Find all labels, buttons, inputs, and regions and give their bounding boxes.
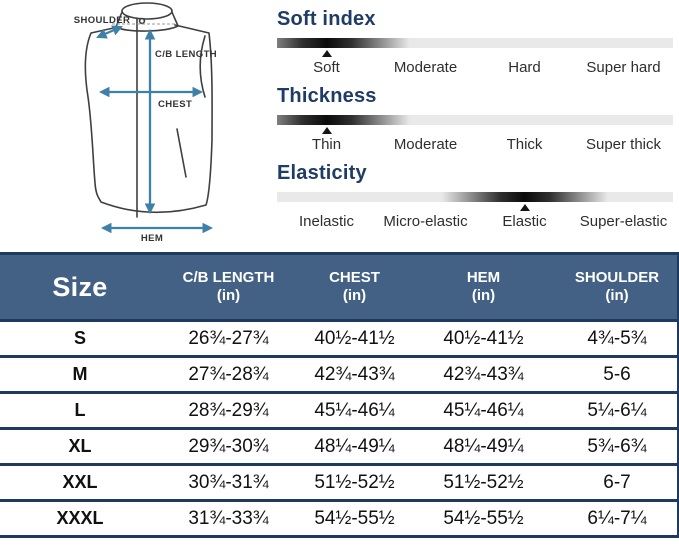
scale-labels: Soft Moderate Hard Super hard [277, 59, 673, 76]
table-row: XXL 30¾-31¾ 51½-52½ 51½-52½ 6-7 [0, 466, 679, 502]
active-marker-icon [321, 50, 332, 57]
table-row: XL 29¾-30¾ 48¼-49¼ 48¼-49¼ 5¾-6¾ [0, 430, 679, 466]
cell-hem: 51½-52½ [443, 471, 524, 493]
chest-label: CHEST [158, 99, 192, 110]
scale-label: Hard [508, 59, 541, 76]
scale-label: Super thick [585, 136, 662, 153]
scale-title: Elasticity [277, 162, 367, 184]
collar-base [115, 25, 179, 32]
cell-size: S [73, 328, 86, 348]
column-header-chest: CHEST (in) [297, 269, 412, 305]
size-table: Size C/B LENGTH (in) CHEST (in) HEM (in)… [0, 252, 679, 538]
cell-hem: 40½-41½ [443, 327, 524, 349]
cell-size: XXXL [56, 508, 104, 528]
cell-size: XXL [62, 472, 98, 492]
scale-active-blob [441, 192, 608, 202]
shoulder-label: SHOULDER [74, 15, 131, 26]
cell-cb-length: 28¾-29¾ [188, 399, 269, 421]
scale-elasticity: Elasticity Inelastic Micro-elastic Elast… [277, 162, 673, 230]
right-armhole-curve [199, 35, 206, 98]
collar-snap [138, 17, 146, 25]
cell-cb-length: 27¾-28¾ [188, 363, 269, 385]
scale-labels: Thin Moderate Thick Super thick [277, 136, 673, 153]
cell-shoulder: 4¾-5¾ [587, 327, 647, 349]
column-header-hem: HEM (in) [412, 269, 555, 305]
size-table-header: Size C/B LENGTH (in) CHEST (in) HEM (in)… [0, 252, 679, 322]
column-header-size: Size [52, 271, 108, 302]
column-header-cb-length: C/B LENGTH (in) [160, 269, 297, 305]
scale-title: Soft index [277, 8, 376, 30]
column-label: C/B LENGTH [182, 269, 275, 286]
scale-thickness: Thickness Thin Moderate Thick Super thic… [277, 85, 673, 153]
scale-active-blob [277, 38, 410, 48]
column-unit: (in) [342, 287, 367, 304]
cell-hem: 54½-55½ [443, 507, 524, 529]
cell-cb-length: 30¾-31¾ [188, 471, 269, 493]
pocket-slash [176, 128, 187, 178]
scale-label: Super hard [586, 59, 661, 76]
cell-chest: 48¼-49¼ [314, 435, 395, 457]
cell-chest: 54½-55½ [314, 507, 395, 529]
cell-hem: 42¾-43¾ [443, 363, 524, 385]
column-unit: (in) [471, 287, 496, 304]
scale-label: Thick [506, 136, 543, 153]
vest-measurement-diagram: SHOULDER C/B LENGTH CHEST HEM [8, 0, 278, 250]
cell-chest: 45¼-46¼ [314, 399, 395, 421]
cell-chest: 42¾-43¾ [314, 363, 395, 385]
scale-bar [277, 192, 673, 202]
scale-label: Elastic [502, 213, 547, 230]
scale-label: Super-elastic [579, 213, 668, 230]
table-row: M 27¾-28¾ 42¾-43¾ 42¾-43¾ 5-6 [0, 358, 679, 394]
scale-marker-row [277, 48, 673, 59]
cell-chest: 40½-41½ [314, 327, 395, 349]
scale-bar [277, 38, 673, 48]
scale-label: Micro-elastic [383, 213, 468, 230]
cell-hem: 48¼-49¼ [443, 435, 524, 457]
cell-cb-length: 26¾-27¾ [188, 327, 269, 349]
scale-labels: Inelastic Micro-elastic Elastic Super-el… [277, 213, 673, 230]
column-header-shoulder: SHOULDER (in) [555, 269, 679, 305]
scale-marker-row [277, 125, 673, 136]
scale-label: Soft [313, 59, 340, 76]
cell-shoulder: 6¼-7¼ [587, 507, 647, 529]
measurement-arrows [96, 25, 214, 234]
cell-cb-length: 31¾-33¾ [188, 507, 269, 529]
scale-bar [277, 115, 673, 125]
cell-chest: 51½-52½ [314, 471, 395, 493]
cell-shoulder: 5¾-6¾ [587, 435, 647, 457]
scale-label: Inelastic [298, 213, 355, 230]
column-unit: (in) [216, 287, 241, 304]
scale-active-blob [277, 115, 410, 125]
shoulder-arrow-icon [96, 25, 123, 39]
cell-hem: 45¼-46¼ [443, 399, 524, 421]
cell-shoulder: 5-6 [603, 363, 631, 385]
column-label: CHEST [329, 269, 380, 286]
cell-size: M [72, 364, 88, 384]
hem-label: HEM [141, 233, 163, 244]
cb-length-label: C/B LENGTH [155, 49, 217, 60]
vest-diagram-svg: SHOULDER C/B LENGTH CHEST HEM [74, 2, 217, 244]
scale-label: Thin [311, 136, 342, 153]
table-row: S 26¾-27¾ 40½-41½ 40½-41½ 4¾-5¾ [0, 322, 679, 358]
column-unit: (in) [605, 287, 629, 304]
cell-shoulder: 5¼-6¼ [587, 399, 647, 421]
scale-title: Thickness [277, 85, 377, 107]
column-label: HEM [466, 269, 501, 286]
cell-size: L [74, 400, 86, 420]
cell-shoulder: 6-7 [603, 471, 631, 493]
table-row: XXXL 31¾-33¾ 54½-55½ 54½-55½ 6¼-7¼ [0, 502, 679, 538]
scale-label: Moderate [393, 136, 458, 153]
column-label: SHOULDER [574, 269, 660, 286]
attribute-scales: Soft index Soft Moderate Hard Super hard… [277, 8, 673, 239]
cell-cb-length: 29¾-30¾ [188, 435, 269, 457]
active-marker-icon [321, 127, 332, 134]
scale-soft-index: Soft index Soft Moderate Hard Super hard [277, 8, 673, 76]
scale-label: Moderate [393, 59, 458, 76]
collar-top [121, 2, 173, 20]
cell-size: XL [68, 436, 92, 456]
scale-marker-row [277, 202, 673, 213]
table-row: L 28¾-29¾ 45¼-46¼ 45¼-46¼ 5¼-6¼ [0, 394, 679, 430]
collar-right-edge [171, 11, 179, 27]
active-marker-icon [519, 204, 530, 211]
